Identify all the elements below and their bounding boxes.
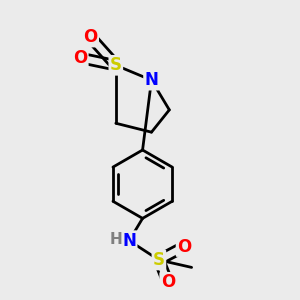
Text: O: O: [161, 273, 175, 291]
Text: N: N: [122, 232, 136, 250]
Text: H: H: [110, 232, 122, 247]
Text: N: N: [145, 71, 158, 89]
Text: S: S: [153, 251, 165, 269]
Text: S: S: [110, 56, 122, 74]
Text: O: O: [177, 238, 191, 256]
Text: O: O: [73, 49, 87, 67]
Text: O: O: [83, 28, 98, 46]
